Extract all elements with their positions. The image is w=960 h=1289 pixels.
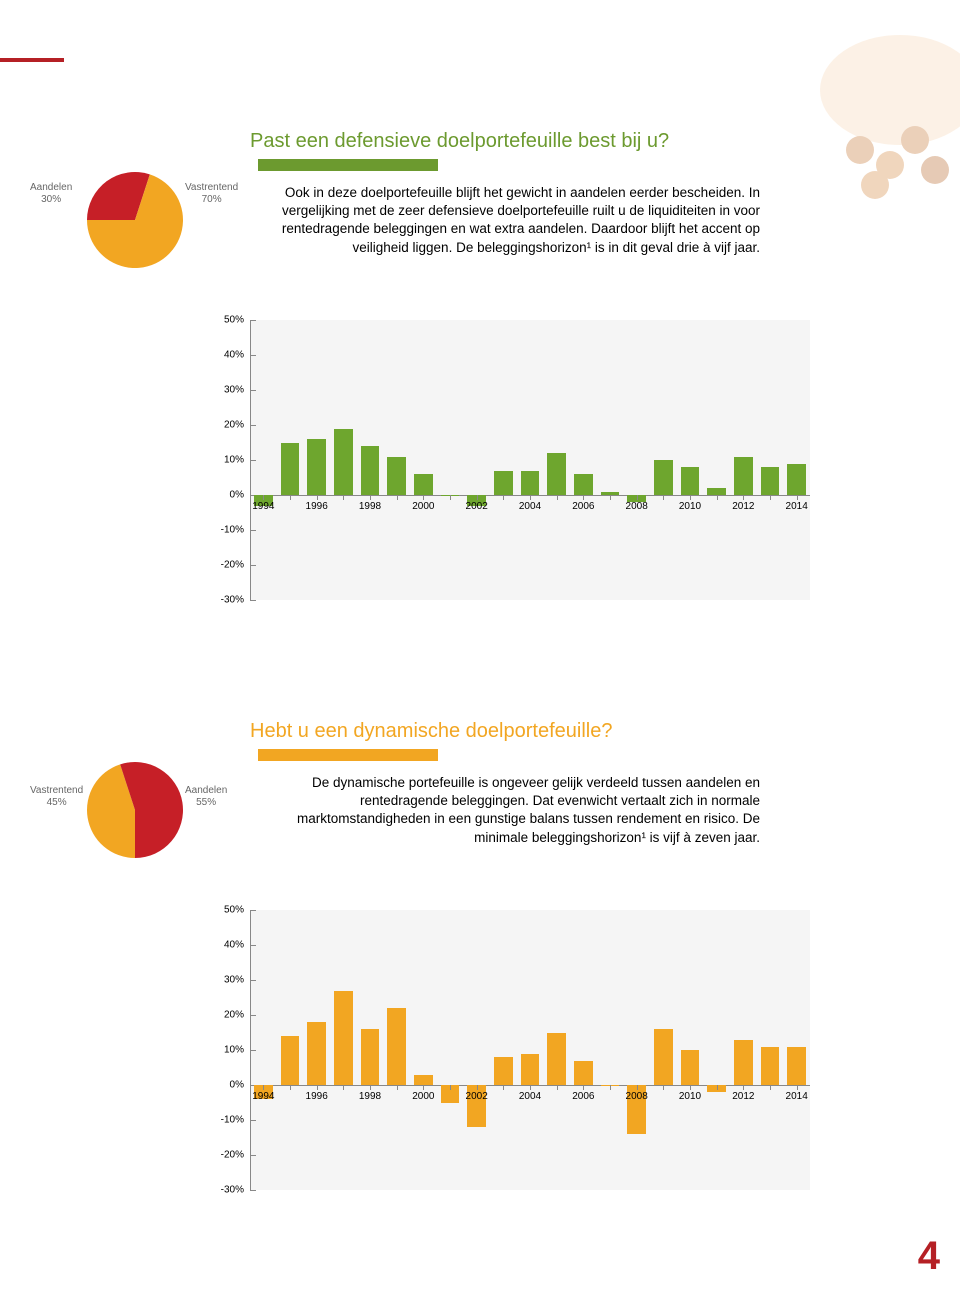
xtick-label: 2010 xyxy=(679,501,701,512)
pie-label-aandelen: Aandelen 30% xyxy=(30,182,72,206)
bar xyxy=(334,429,353,496)
xtick-label: 2006 xyxy=(572,1091,594,1102)
heading-defensive: Past een defensieve doelportefeuille bes… xyxy=(250,130,760,176)
bar xyxy=(734,457,753,496)
xtick-label: 1996 xyxy=(306,501,328,512)
ytick-label: -10% xyxy=(200,525,244,536)
heading-text: Hebt u een dynamische doelportefeuille? xyxy=(250,720,612,742)
pie-label-aandelen-2: Aandelen 55% xyxy=(185,785,227,809)
xtick-label: 2012 xyxy=(732,1091,754,1102)
bar xyxy=(681,1050,700,1085)
pie-label-vastrentend: Vastrentend 70% xyxy=(185,182,238,206)
ytick-label: 0% xyxy=(200,490,244,501)
bar xyxy=(494,471,513,496)
ytick-label: 0% xyxy=(200,1080,244,1091)
bar xyxy=(761,1047,780,1086)
page-number: 4 xyxy=(918,1234,940,1279)
xtick-label: 2012 xyxy=(732,501,754,512)
bar xyxy=(281,1036,300,1085)
xtick-label: 1998 xyxy=(359,501,381,512)
pie-chart-defensive: Aandelen 30% Vastrentend 70% xyxy=(30,160,240,290)
pie-chart-dynamic: Vastrentend 45% Aandelen 55% xyxy=(30,750,240,880)
bar xyxy=(761,467,780,495)
xtick-label: 2004 xyxy=(519,1091,541,1102)
ytick-label: 30% xyxy=(200,975,244,986)
bar xyxy=(681,467,700,495)
ytick-label: 40% xyxy=(200,940,244,951)
xtick-label: 1994 xyxy=(252,501,274,512)
xtick-label: 2000 xyxy=(412,1091,434,1102)
xtick-label: 2008 xyxy=(626,501,648,512)
ytick-label: 10% xyxy=(200,455,244,466)
xtick-label: 2014 xyxy=(786,1091,808,1102)
ytick-label: -20% xyxy=(200,1150,244,1161)
text-column-defensive: Past een defensieve doelportefeuille bes… xyxy=(250,130,760,257)
bar xyxy=(387,457,406,496)
ytick-label: -20% xyxy=(200,560,244,571)
ytick-label: 40% xyxy=(200,350,244,361)
xtick-label: 1998 xyxy=(359,1091,381,1102)
bar xyxy=(574,474,593,495)
ytick-label: 20% xyxy=(200,1010,244,1021)
xtick-label: 2006 xyxy=(572,501,594,512)
heading-dynamic: Hebt u een dynamische doelportefeuille? xyxy=(250,720,760,766)
ytick-label: 30% xyxy=(200,385,244,396)
bar xyxy=(307,1022,326,1085)
xtick-label: 2002 xyxy=(466,1091,488,1102)
xtick-label: 2008 xyxy=(626,1091,648,1102)
body-text-defensive: Ook in deze doelportefeuille blijft het … xyxy=(250,184,760,257)
bar xyxy=(734,1040,753,1086)
pie-label-vastrentend-2: Vastrentend 45% xyxy=(30,785,83,809)
bar xyxy=(787,1047,806,1086)
bar xyxy=(361,1029,380,1085)
xtick-label: 1994 xyxy=(252,1091,274,1102)
bar-chart-defensive: -30%-20%-10%0%10%20%30%40%50%19941996199… xyxy=(200,320,820,610)
xtick-label: 2004 xyxy=(519,501,541,512)
xtick-label: 2000 xyxy=(412,501,434,512)
ytick-label: 50% xyxy=(200,315,244,326)
pie-svg-defensive xyxy=(85,170,185,270)
bar xyxy=(547,1033,566,1086)
bar xyxy=(281,443,300,496)
ytick-label: 10% xyxy=(200,1045,244,1056)
ytick-label: 20% xyxy=(200,420,244,431)
ytick-label: 50% xyxy=(200,905,244,916)
body-text-dynamic: De dynamische portefeuille is ongeveer g… xyxy=(250,774,760,847)
bar xyxy=(547,453,566,495)
bar xyxy=(334,991,353,1086)
decorative-image xyxy=(760,30,960,210)
bar xyxy=(414,1075,433,1086)
bar xyxy=(387,1008,406,1085)
bar xyxy=(307,439,326,495)
xtick-label: 2002 xyxy=(466,501,488,512)
ytick-label: -10% xyxy=(200,1115,244,1126)
bar xyxy=(521,471,540,496)
ytick-label: -30% xyxy=(200,1185,244,1196)
ytick-label: -30% xyxy=(200,595,244,606)
bar xyxy=(361,446,380,495)
top-accent-bar xyxy=(0,58,64,62)
heading-text: Past een defensieve doelportefeuille bes… xyxy=(250,130,669,152)
xtick-label: 2010 xyxy=(679,1091,701,1102)
xtick-label: 2014 xyxy=(786,501,808,512)
bar xyxy=(654,460,673,495)
bar xyxy=(494,1057,513,1085)
bar xyxy=(574,1061,593,1086)
bar-chart-dynamic: -30%-20%-10%0%10%20%30%40%50%19941996199… xyxy=(200,910,820,1200)
bar xyxy=(414,474,433,495)
heading-accent-bar xyxy=(258,749,438,761)
bar xyxy=(707,488,726,495)
bar xyxy=(654,1029,673,1085)
xtick-label: 1996 xyxy=(306,1091,328,1102)
pie-svg-dynamic xyxy=(85,760,185,860)
text-column-dynamic: Hebt u een dynamische doelportefeuille? … xyxy=(250,720,760,847)
heading-accent-bar xyxy=(258,159,438,171)
bar xyxy=(521,1054,540,1086)
bar xyxy=(787,464,806,496)
